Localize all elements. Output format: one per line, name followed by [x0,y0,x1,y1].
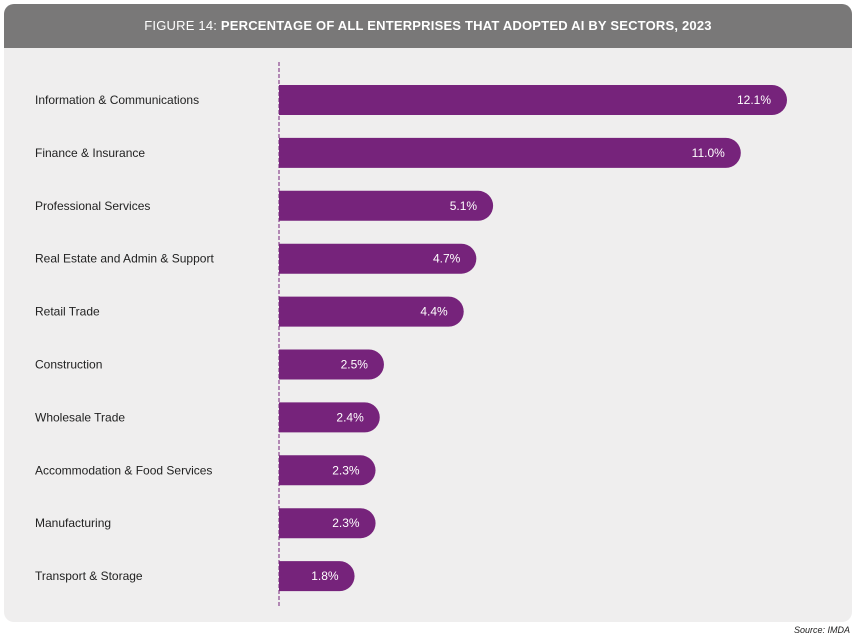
category-label: Wholesale Trade [35,410,125,424]
bar [279,561,355,592]
bar [279,349,384,380]
source-note: Source: IMDA [793,625,850,635]
data-label: 5.1% [450,199,478,213]
figure-number: FIGURE 14: [144,18,221,33]
data-label: 2.4% [336,410,364,424]
category-label: Retail Trade [35,305,100,319]
data-label: 4.7% [433,252,461,266]
bar [279,190,494,221]
category-label: Transport & Storage [35,569,143,583]
bar [279,296,464,327]
bar [279,508,376,539]
bar [279,402,380,433]
category-label: Finance & Insurance [35,146,145,160]
bar [279,137,741,168]
figure-header: FIGURE 14: PERCENTAGE OF ALL ENTERPRISES… [4,4,852,48]
data-label: 2.3% [332,516,360,530]
data-label: 4.4% [420,305,448,319]
data-label: 12.1% [737,93,771,107]
category-label: Information & Communications [35,93,199,107]
category-label: Accommodation & Food Services [35,463,212,477]
data-label: 2.5% [341,358,369,372]
category-label: Manufacturing [35,516,111,530]
data-label: 11.0% [692,146,725,160]
bar [279,243,477,274]
data-label: 2.3% [332,463,360,477]
figure-title: PERCENTAGE OF ALL ENTERPRISES THAT ADOPT… [220,18,712,33]
category-label: Real Estate and Admin & Support [35,252,214,266]
data-label: 1.8% [311,569,339,583]
category-label: Professional Services [35,199,150,213]
bar [279,455,376,486]
bar [279,85,787,115]
category-label: Construction [35,358,102,372]
